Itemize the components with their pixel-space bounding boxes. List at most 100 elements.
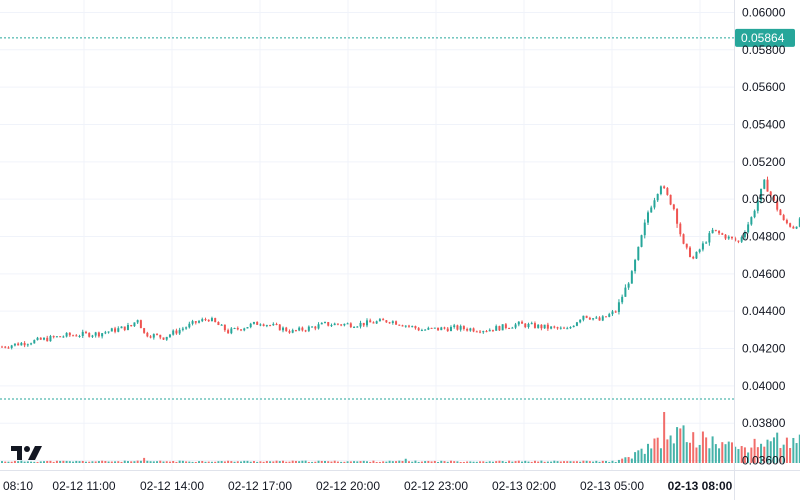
candle-body: [663, 186, 666, 189]
volume-bar: [669, 435, 672, 463]
volume-bar: [117, 461, 120, 463]
volume-bar: [437, 461, 440, 463]
candle-body: [546, 324, 549, 329]
volume-bar: [517, 460, 520, 463]
volume-bar: [472, 461, 475, 463]
candle-body: [453, 325, 456, 328]
volume-bars: [1, 412, 800, 463]
volume-bar: [698, 444, 701, 463]
candle-body: [766, 179, 769, 192]
candle-body: [727, 236, 730, 239]
volume-bar: [559, 461, 562, 463]
volume-bar: [792, 437, 795, 463]
candle-body: [152, 334, 155, 338]
volume-bar: [359, 461, 362, 463]
volume-bar: [94, 461, 97, 463]
candle-body: [630, 271, 633, 284]
candle-body: [369, 320, 372, 323]
candle-body: [569, 327, 572, 329]
volume-bar: [10, 461, 13, 463]
candle-body: [75, 335, 78, 337]
volume-bar: [320, 460, 323, 463]
candle-body: [317, 324, 320, 329]
candle-body: [188, 323, 191, 328]
candle-body: [730, 236, 733, 239]
candle-body: [653, 200, 656, 208]
volume-bar: [391, 461, 394, 463]
volume-bar: [55, 460, 58, 463]
candle-body: [181, 328, 184, 330]
volume-bar: [346, 461, 349, 463]
volume-bar: [453, 461, 456, 463]
candle-body: [156, 334, 159, 336]
candle-body: [120, 326, 123, 329]
volume-bar: [721, 442, 724, 463]
candle-body: [68, 332, 71, 336]
candle-body: [750, 217, 753, 225]
candle-body: [495, 326, 498, 331]
candle-body: [223, 324, 226, 331]
volume-bar: [595, 460, 598, 463]
candle-body: [52, 336, 55, 338]
candle-body: [23, 342, 26, 346]
candle-body: [110, 328, 113, 332]
volume-bar: [724, 444, 727, 463]
volume-bar: [291, 460, 294, 463]
volume-bar: [575, 461, 578, 463]
candle-body: [617, 302, 620, 312]
candle-body: [743, 232, 746, 238]
candle-body: [126, 325, 129, 330]
volume-bar: [336, 461, 339, 463]
candle-body: [433, 327, 436, 329]
volume-bar: [365, 461, 368, 463]
volume-bar: [643, 453, 646, 463]
candle-body: [81, 331, 84, 336]
candle-body: [747, 224, 750, 233]
candle-body: [269, 325, 272, 327]
volume-bar: [120, 461, 123, 463]
candle-body: [511, 327, 514, 329]
volume-bar: [52, 461, 55, 463]
volume-bar: [88, 461, 91, 463]
candle-body: [17, 343, 20, 346]
candle-body: [760, 188, 763, 201]
volume-bar: [317, 460, 320, 463]
candle-body: [411, 326, 414, 328]
volume-bar: [68, 461, 71, 463]
candle-body: [553, 326, 556, 328]
candle-body: [324, 322, 326, 324]
x-tick-label: 02-12 14:00: [140, 479, 204, 493]
candle-body: [210, 318, 213, 322]
volume-bar: [414, 460, 417, 463]
volume-bar: [204, 461, 207, 463]
candle-body: [524, 323, 527, 328]
candle-body: [659, 186, 662, 195]
candle-body: [88, 332, 91, 337]
volume-bar: [714, 444, 717, 463]
volume-bar: [178, 460, 181, 463]
candle-body: [753, 210, 756, 218]
volume-bar: [146, 460, 149, 463]
candle-body: [130, 325, 133, 327]
candle-body: [756, 200, 759, 211]
volume-bar: [349, 461, 352, 463]
candle-body: [275, 323, 278, 325]
candle-body: [556, 327, 559, 329]
volume-bar: [156, 461, 159, 463]
candle-body: [84, 331, 87, 333]
candle-body: [792, 226, 795, 229]
candle-body: [708, 233, 711, 243]
volume-bar: [501, 461, 504, 463]
volume-bar: [33, 461, 36, 463]
y-tick-label: 0.04600: [742, 267, 786, 281]
volume-bar: [734, 446, 737, 463]
volume-bar: [440, 460, 443, 463]
candle-body: [372, 322, 375, 324]
candle-body: [585, 315, 588, 318]
candle-body: [285, 327, 288, 332]
volume-bar: [272, 461, 275, 463]
volume-bar: [582, 460, 585, 463]
